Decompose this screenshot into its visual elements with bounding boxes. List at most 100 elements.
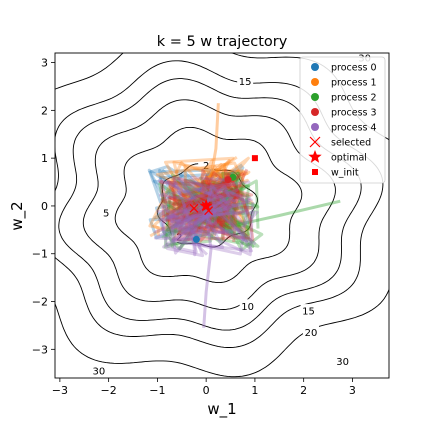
contour-label-bg bbox=[239, 299, 256, 312]
series-4 bbox=[153, 176, 259, 328]
trajectory-line bbox=[188, 187, 258, 232]
x-tick-label: −1 bbox=[149, 384, 165, 397]
contour-label: 20 bbox=[305, 328, 318, 339]
trajectory-line bbox=[184, 169, 244, 223]
contour-label-bg bbox=[302, 325, 319, 338]
trajectory-line bbox=[167, 176, 248, 254]
trajectory-line bbox=[206, 171, 241, 222]
x-tick-label: 2 bbox=[300, 384, 307, 397]
legend-marker bbox=[312, 169, 318, 175]
x-tick-label: −3 bbox=[52, 384, 68, 397]
legend-marker bbox=[311, 123, 319, 131]
trajectory-line bbox=[179, 184, 251, 232]
trajectory-line bbox=[159, 186, 248, 258]
trajectory-line bbox=[152, 168, 235, 238]
trajectory-line bbox=[158, 180, 246, 234]
trajectory-line bbox=[163, 200, 213, 250]
x-tick-label: 0 bbox=[203, 384, 210, 397]
legend-marker bbox=[311, 93, 319, 101]
trajectory-line bbox=[198, 172, 253, 243]
y-tick-label: −3 bbox=[32, 343, 48, 356]
trajectory-line bbox=[162, 181, 246, 251]
trajectory-line bbox=[160, 177, 238, 236]
trajectory-line bbox=[174, 189, 254, 243]
trajectory-line bbox=[164, 191, 244, 246]
trajectory-line bbox=[179, 191, 230, 236]
trajectory-line bbox=[177, 177, 252, 243]
contour-label-bg bbox=[98, 206, 115, 219]
legend-label: process 0 bbox=[331, 63, 377, 74]
contour-line-15 bbox=[58, 78, 362, 331]
trajectory-line bbox=[161, 179, 235, 227]
contour-line-10 bbox=[82, 99, 336, 310]
trajectory-line bbox=[210, 171, 250, 240]
trajectory-line bbox=[177, 193, 243, 236]
contour-line-2 bbox=[156, 163, 258, 248]
trajectory-line bbox=[198, 159, 246, 228]
trajectory-line bbox=[169, 170, 246, 230]
contour-line-5 bbox=[114, 126, 303, 284]
contour-label: 15 bbox=[239, 77, 252, 88]
trajectory-line bbox=[149, 183, 254, 238]
contour-label: 2 bbox=[203, 161, 209, 172]
contour-label: 5 bbox=[103, 209, 109, 220]
trajectory-line bbox=[166, 178, 249, 237]
legend-box bbox=[299, 56, 386, 184]
contour-label-bg bbox=[171, 230, 188, 243]
trajectory-line bbox=[183, 178, 251, 229]
trajectory-line bbox=[162, 199, 253, 253]
w-init-marker bbox=[251, 155, 258, 162]
legend-label: process 3 bbox=[331, 108, 377, 119]
y-tick-label: 1 bbox=[41, 152, 48, 165]
contour-label: 30 bbox=[93, 366, 106, 377]
trajectory-line bbox=[149, 165, 211, 224]
trajectory-outlier bbox=[210, 199, 341, 227]
trajectory-line bbox=[159, 171, 240, 221]
y-tick-label: 0 bbox=[41, 200, 48, 213]
trajectory-line bbox=[166, 210, 259, 256]
trajectory-line bbox=[160, 188, 251, 256]
contour-line-20 bbox=[55, 60, 384, 348]
process-marker bbox=[224, 176, 232, 184]
trajectory-line bbox=[153, 202, 255, 257]
trajectory-line bbox=[179, 186, 237, 223]
trajectory-line bbox=[190, 176, 244, 225]
trajectory-line bbox=[206, 169, 241, 241]
trajectory-line bbox=[166, 180, 257, 255]
legend-label: optimal bbox=[331, 153, 367, 164]
trajectory-outlier bbox=[199, 103, 220, 198]
legend-label: process 2 bbox=[331, 93, 377, 104]
x-tick-label: 1 bbox=[251, 384, 258, 397]
trajectory-line bbox=[148, 170, 234, 223]
contour-label: 2 bbox=[176, 233, 182, 244]
trajectory-line bbox=[172, 160, 251, 231]
contour-label-bg bbox=[237, 74, 254, 87]
trajectory-line bbox=[148, 169, 235, 240]
trajectory-line bbox=[183, 197, 255, 249]
legend: process 0 process 1 process 2 process 3 proc… bbox=[299, 56, 386, 184]
trajectory-line bbox=[172, 168, 227, 219]
trajectory-line bbox=[168, 177, 232, 235]
trajectory-line bbox=[160, 179, 254, 226]
legend-marker bbox=[311, 63, 319, 71]
x-tick-label: 3 bbox=[349, 384, 356, 397]
series-1 bbox=[148, 103, 254, 238]
contour-label-bg bbox=[334, 354, 351, 367]
legend-marker bbox=[308, 150, 322, 163]
legend-label: w_init bbox=[331, 168, 359, 179]
legend-label: selected bbox=[331, 138, 371, 149]
legend-label: process 4 bbox=[331, 123, 377, 134]
trajectory-line bbox=[163, 169, 238, 218]
selected-marker bbox=[189, 203, 199, 213]
x-axis-label: w_1 bbox=[207, 400, 236, 419]
y-tick-label: 2 bbox=[41, 104, 48, 117]
series-3 bbox=[158, 168, 255, 243]
trajectory-line bbox=[147, 168, 222, 224]
trajectory-line bbox=[184, 155, 238, 206]
contour-label: 30 bbox=[336, 357, 349, 368]
series-2 bbox=[158, 171, 341, 252]
y-tick-label: −2 bbox=[32, 296, 48, 309]
process-marker bbox=[192, 235, 200, 243]
y-tick-label: −1 bbox=[32, 248, 48, 261]
